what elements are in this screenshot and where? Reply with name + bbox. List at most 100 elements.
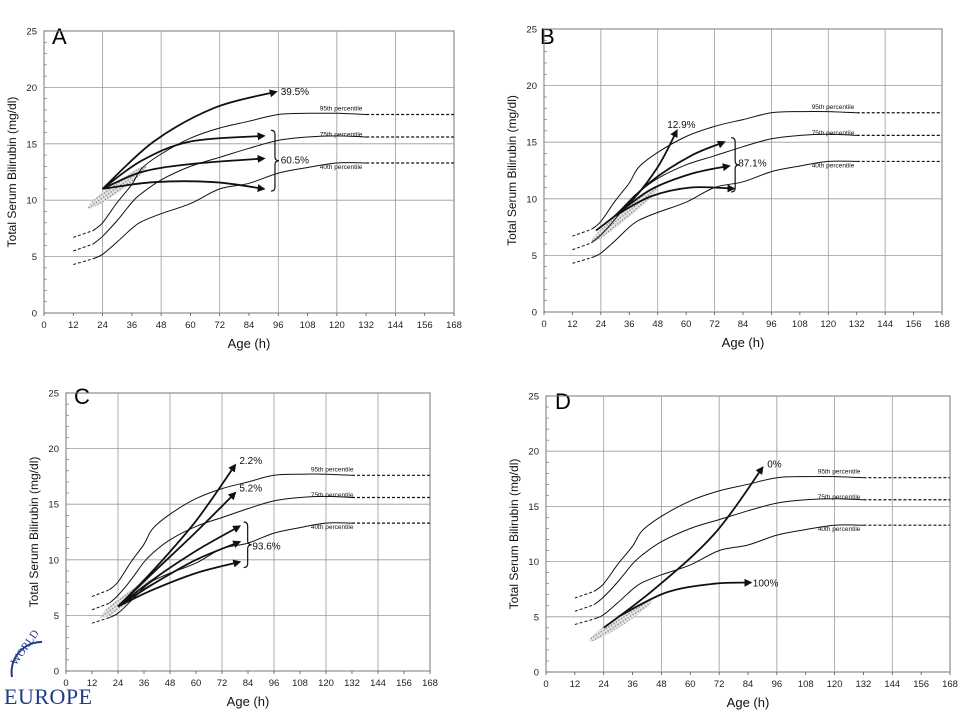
percentage-annotation: 39.5% bbox=[281, 87, 309, 98]
panel-label: D bbox=[555, 389, 571, 414]
logo-text: EUROPE bbox=[4, 684, 93, 709]
x-tick-label: 84 bbox=[738, 319, 749, 330]
x-tick-label: 120 bbox=[318, 678, 334, 689]
percentile-label: 75th percentile bbox=[812, 130, 855, 137]
y-tick-label: 25 bbox=[526, 25, 537, 36]
percentage-annotation: 5.2% bbox=[239, 484, 262, 495]
percentile-curve-lead bbox=[574, 618, 595, 625]
y-tick-label: 10 bbox=[48, 555, 59, 566]
percentile-curve bbox=[591, 160, 857, 259]
percentile-curve bbox=[92, 162, 367, 260]
x-axis-label: Age (h) bbox=[227, 694, 270, 709]
x-tick-label: 96 bbox=[273, 320, 284, 331]
x-tick-label: 168 bbox=[446, 320, 462, 331]
percentile-curve bbox=[108, 495, 353, 604]
logo-arc-text: WORLD bbox=[9, 628, 42, 668]
x-tick-label: 12 bbox=[87, 678, 98, 689]
who-emblem-icon: WORLD bbox=[9, 628, 43, 678]
percentile-curve-lead bbox=[91, 617, 110, 624]
group-brace bbox=[270, 129, 279, 192]
percentile-curve-lead bbox=[572, 257, 592, 264]
percentile-label: 95th percentile bbox=[818, 469, 861, 476]
chart-panel-b: B 0 12 24 36 48 60 72 84 96 108 120 132 144 156 168 0 5 10… bbox=[505, 24, 950, 350]
percentage-annotation: 0% bbox=[767, 459, 782, 470]
trajectory-arrow bbox=[102, 154, 266, 190]
trajectory-arrow bbox=[617, 578, 753, 618]
x-tick-label: 144 bbox=[884, 679, 900, 690]
x-tick-label: 96 bbox=[269, 678, 280, 689]
y-tick-label: 20 bbox=[526, 81, 537, 92]
percentile-label: 75th percentile bbox=[320, 131, 363, 138]
percentile-curve bbox=[591, 133, 857, 244]
trajectory-arrow bbox=[102, 132, 266, 190]
percentage-annotation: 100% bbox=[753, 579, 779, 590]
x-tick-label: 36 bbox=[127, 320, 138, 331]
percentile-curve-lead bbox=[91, 589, 110, 597]
percentile-curve-lead bbox=[73, 243, 93, 252]
x-tick-label: 84 bbox=[244, 320, 255, 331]
chart-panel-c: C 0 12 24 36 48 60 72 84 96 108 120 132 144 156 168 0 5 10… bbox=[27, 384, 438, 709]
x-tick-label: 12 bbox=[567, 319, 578, 330]
x-tick-label: 72 bbox=[714, 679, 725, 690]
plot-frame bbox=[543, 28, 943, 313]
trajectory-arrow bbox=[117, 540, 242, 608]
x-tick-label: 60 bbox=[681, 319, 692, 330]
x-tick-label: 48 bbox=[656, 679, 667, 690]
y-tick-label: 0 bbox=[532, 308, 537, 319]
x-tick-label: 144 bbox=[370, 678, 386, 689]
percentile-curve bbox=[109, 522, 353, 619]
x-tick-label: 48 bbox=[652, 319, 663, 330]
chart-panel-a: A 0 12 24 36 48 60 72 84 96 108 120 132 144 156 168 0 5 10… bbox=[5, 24, 462, 351]
trajectory-arrow bbox=[614, 140, 726, 217]
percentage-annotation: 93.6% bbox=[252, 541, 280, 552]
x-tick-label: 144 bbox=[877, 319, 893, 330]
trajectory-arrow bbox=[101, 89, 278, 190]
x-tick-label: 60 bbox=[185, 320, 196, 331]
trajectory-arrow bbox=[614, 163, 731, 217]
y-tick-label: 0 bbox=[32, 309, 37, 320]
x-tick-label: 24 bbox=[596, 319, 607, 330]
x-tick-label: 156 bbox=[913, 679, 929, 690]
panel-label: B bbox=[540, 24, 555, 49]
trajectory-arrow bbox=[614, 184, 736, 217]
y-tick-label: 25 bbox=[528, 392, 539, 403]
x-tick-label: 156 bbox=[417, 320, 433, 331]
x-tick-label: 132 bbox=[855, 679, 871, 690]
percentile-label: 95th percentile bbox=[320, 105, 363, 112]
x-tick-label: 96 bbox=[772, 679, 783, 690]
percentile-curve-lead bbox=[73, 230, 93, 238]
x-tick-label: 132 bbox=[358, 320, 374, 331]
x-tick-label: 108 bbox=[798, 679, 814, 690]
percentage-annotation: 12.9% bbox=[667, 120, 695, 131]
x-tick-label: 12 bbox=[68, 320, 79, 331]
y-tick-label: 20 bbox=[528, 447, 539, 458]
panel-label: A bbox=[52, 24, 67, 49]
who-europe-logo: WORLD bbox=[2, 622, 72, 718]
percentile-label: 75th percentile bbox=[311, 492, 354, 499]
x-tick-label: 96 bbox=[766, 319, 777, 330]
y-tick-label: 5 bbox=[532, 251, 537, 262]
x-tick-label: 168 bbox=[422, 678, 438, 689]
x-tick-label: 36 bbox=[627, 679, 638, 690]
y-tick-label: 0 bbox=[534, 668, 539, 679]
x-tick-label: 36 bbox=[139, 678, 150, 689]
x-tick-label: 132 bbox=[344, 678, 360, 689]
y-tick-label: 15 bbox=[48, 500, 59, 511]
y-tick-label: 20 bbox=[48, 444, 59, 455]
x-tick-label: 144 bbox=[387, 320, 403, 331]
x-tick-label: 72 bbox=[214, 320, 225, 331]
x-tick-label: 0 bbox=[41, 320, 46, 331]
percentile-curve bbox=[593, 524, 864, 620]
x-tick-label: 108 bbox=[292, 678, 308, 689]
x-axis-label: Age (h) bbox=[727, 695, 770, 710]
y-tick-label: 20 bbox=[26, 83, 37, 94]
x-tick-label: 72 bbox=[709, 319, 720, 330]
x-tick-label: 108 bbox=[300, 320, 316, 331]
x-tick-label: 108 bbox=[792, 319, 808, 330]
y-axis-label: Total Serum Bilirubin (mg/dl) bbox=[5, 97, 19, 248]
y-tick-label: 15 bbox=[526, 138, 537, 149]
x-tick-label: 168 bbox=[942, 679, 958, 690]
percentile-label: 75th percentile bbox=[818, 494, 861, 501]
percentage-annotation: 60.5% bbox=[281, 156, 309, 167]
